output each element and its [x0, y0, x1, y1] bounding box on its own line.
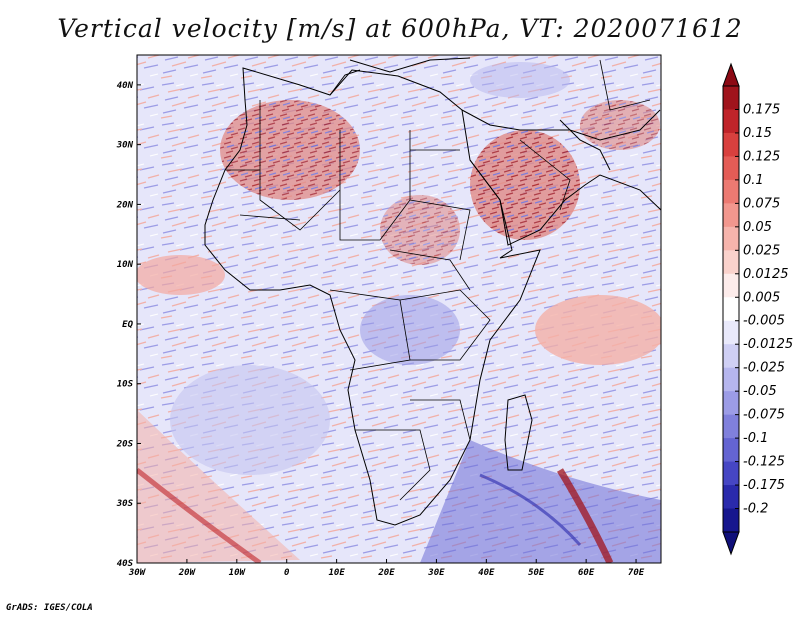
colorbar-label: 0.175 [743, 102, 780, 117]
vertical-velocity-field [136, 54, 662, 564]
colorbar-swatch [723, 203, 739, 228]
colorbar-label: -0.05 [743, 384, 777, 399]
lat-label: 10N [117, 260, 134, 270]
colorbar-label: 0.15 [743, 126, 772, 141]
lat-label: 40N [117, 81, 134, 91]
latitude-axis: 40N 30N 20N 10N EQ 10S 20S 30S 40S [116, 81, 141, 569]
colorbar-label: 0.1 [743, 173, 764, 188]
colorbar-label: -0.0125 [743, 337, 793, 352]
colorbar-swatch [723, 273, 739, 298]
colorbar-frame [722, 85, 740, 533]
colorbar-swatch [723, 344, 739, 369]
lon-label: 20W [178, 568, 197, 578]
lat-label: 30N [116, 141, 134, 151]
colorbar-label: -0.1 [743, 431, 768, 446]
colorbar-swatch [723, 156, 739, 181]
colorbar-label: 0.125 [743, 149, 780, 164]
colorbar-swatch [723, 414, 739, 439]
lon-label: 60E [578, 568, 595, 578]
colorbar-swatch [723, 485, 739, 510]
plot-title: Vertical velocity [m/s] at 600hPa, VT: 2… [57, 14, 743, 43]
colorbar-label: 0.05 [743, 220, 772, 235]
lon-label: 30E [427, 568, 445, 578]
lon-label: 30W [128, 568, 147, 578]
colorbar-label: -0.075 [743, 408, 785, 423]
lon-label: 10W [229, 568, 247, 578]
colorbar-label: -0.125 [743, 455, 785, 470]
grads-credit: GrADS: IGES/COLA [6, 603, 93, 613]
colorbar-swatch [723, 179, 739, 204]
colorbar-swatch [723, 508, 739, 533]
colorbar-swatch [723, 250, 739, 275]
lat-label: 20S [116, 439, 134, 449]
colorbar: 0.175 0.15 0.125 0.1 0.075 0.05 0.025 0.0125 0.0… [722, 62, 793, 556]
colorbar-swatch [723, 367, 739, 392]
colorbar-label: -0.175 [743, 478, 785, 493]
lat-label: 30S [116, 499, 134, 509]
colorbar-swatch [723, 461, 739, 486]
lon-label: 10E [328, 568, 345, 578]
colorbar-top-arrow [722, 62, 740, 87]
lat-label: EQ [122, 320, 133, 330]
lat-label: 10S [117, 380, 134, 390]
lon-label: 20E [377, 568, 395, 578]
colorbar-bottom-arrow [722, 531, 740, 556]
colorbar-label: 0.075 [743, 196, 780, 211]
colorbar-swatch [723, 132, 739, 157]
colorbar-swatch [723, 109, 739, 134]
lon-label: 0 [284, 568, 290, 578]
colorbar-label: -0.2 [743, 502, 768, 517]
lon-label: 50E [528, 568, 545, 578]
lat-label: 20N [116, 200, 134, 210]
longitude-axis: 30W 20W 10W 0 10E 20E 30E 40E 50E 60E 70E [128, 559, 645, 578]
colorbar-swatch [723, 391, 739, 416]
lon-label: 40E [478, 568, 495, 578]
colorbar-label: 0.0125 [743, 267, 789, 282]
lat-label: 40S [117, 559, 134, 569]
colorbar-swatch [723, 297, 739, 322]
colorbar-label: -0.025 [743, 361, 785, 376]
colorbar-label: 0.025 [743, 243, 780, 258]
colorbar-swatch [723, 86, 739, 110]
colorbar-label: -0.005 [743, 314, 785, 329]
colorbar-swatch [723, 438, 739, 463]
colorbar-label: 0.005 [743, 290, 780, 305]
colorbar-swatch [723, 320, 739, 345]
colorbar-swatch [723, 226, 739, 251]
lon-label: 70E [628, 568, 645, 578]
